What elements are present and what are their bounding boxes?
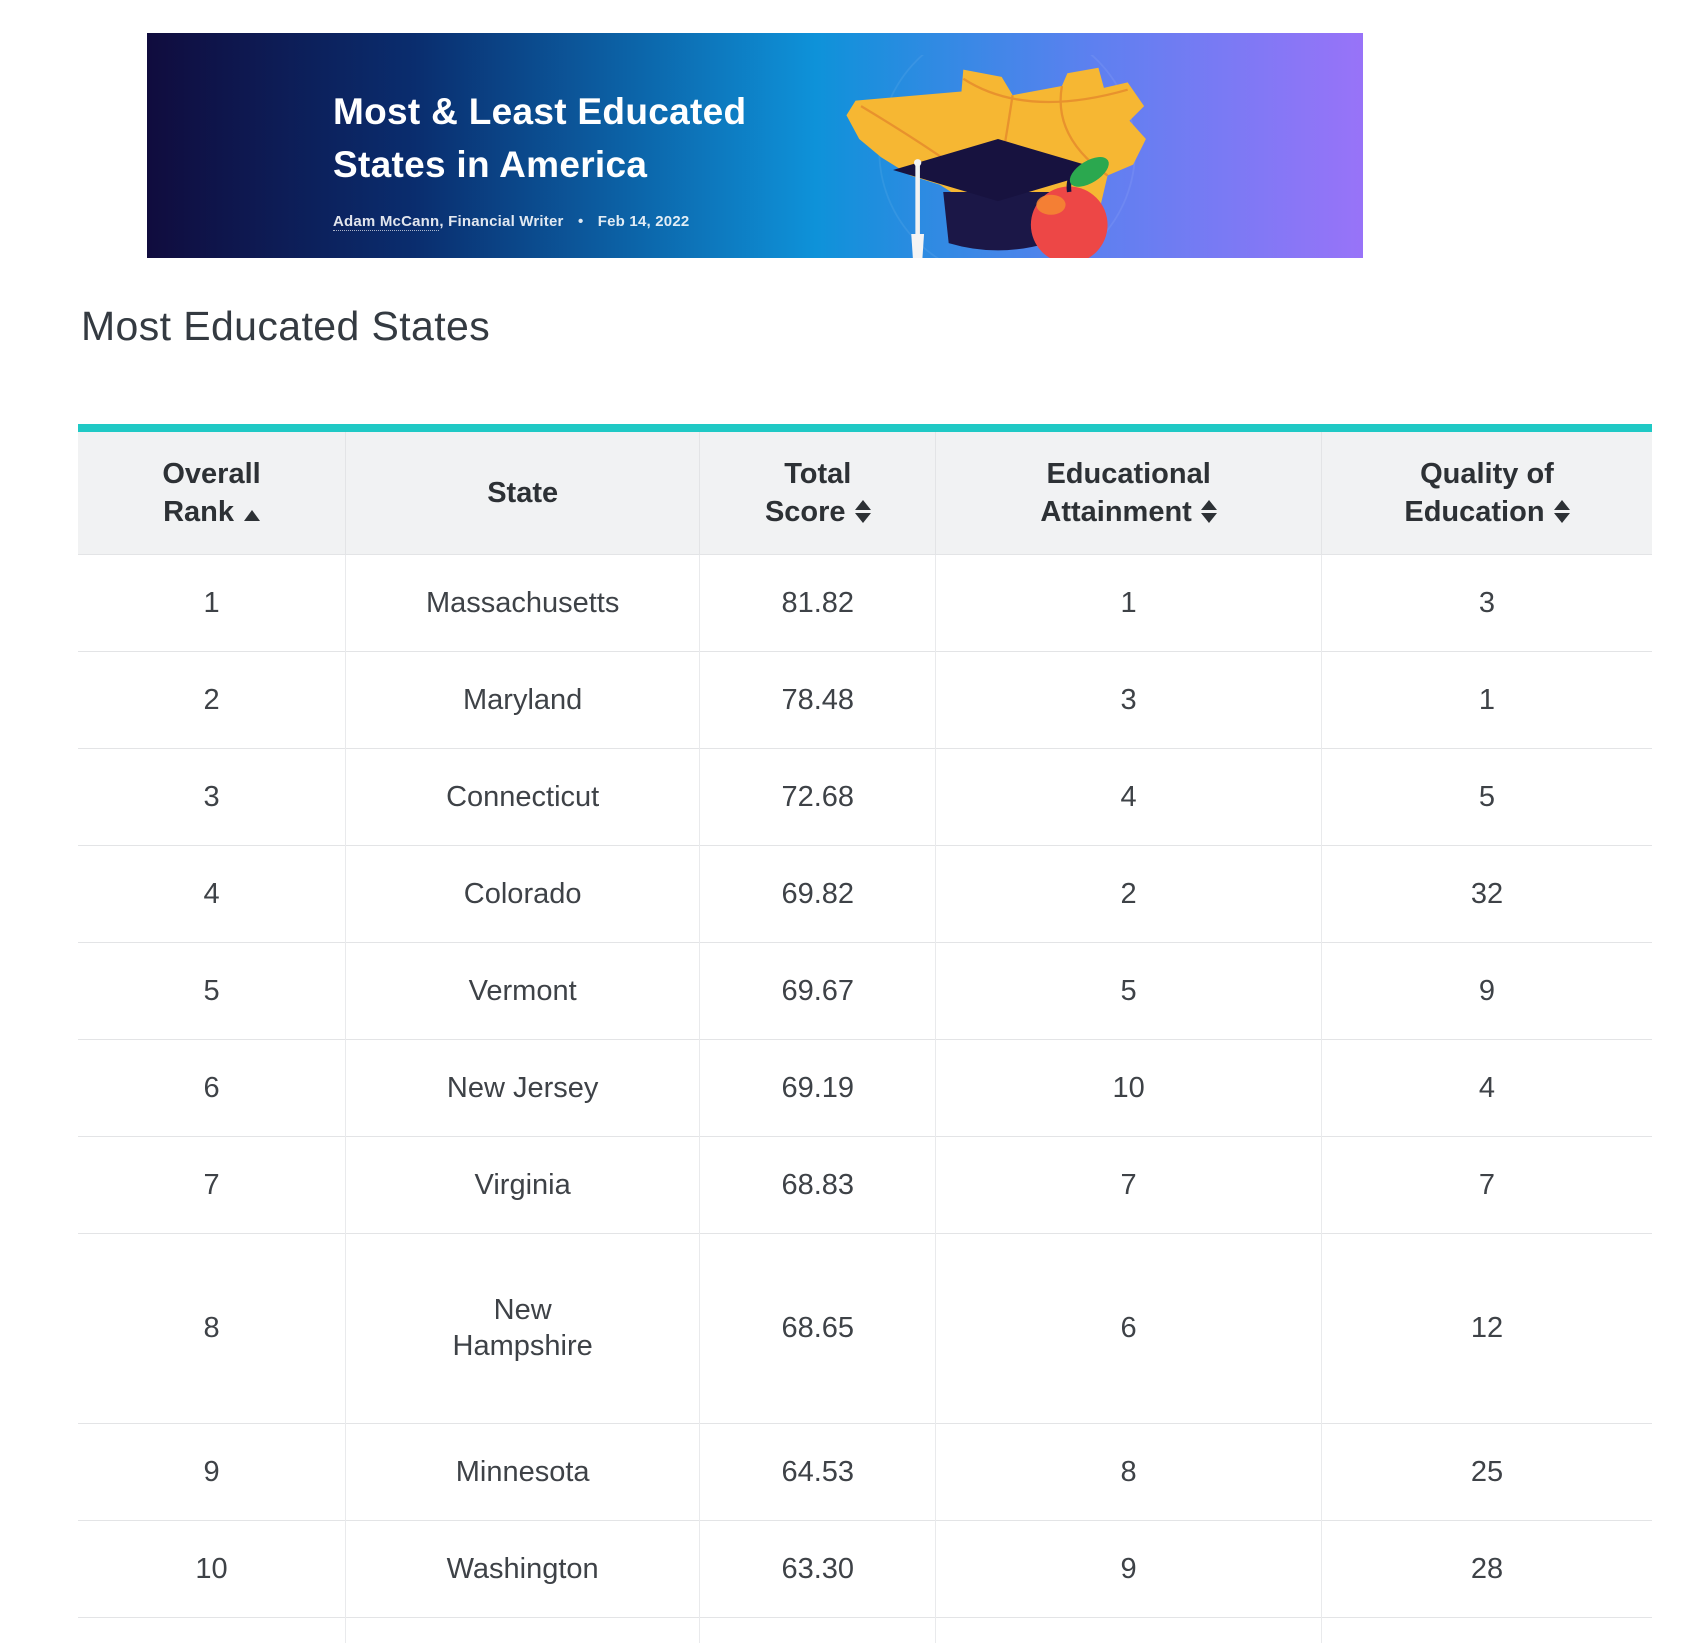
cell-total-score: 81.82 <box>699 553 937 651</box>
cell-overall-rank: 2 <box>78 650 347 748</box>
cell-quality-of-education: 12 <box>1321 1232 1652 1423</box>
publish-date: Feb 14, 2022 <box>597 213 690 230</box>
cell-overall-rank: 8 <box>78 1232 347 1423</box>
table-row: 9 Minnesota 64.53 8 25 <box>78 1422 1652 1520</box>
cell-state: Maryland <box>345 650 701 748</box>
cell-educational-attainment: 9 <box>935 1519 1322 1617</box>
cell-educational-attainment: 6 <box>935 1232 1322 1423</box>
us-map-graduation-illustration <box>846 55 1146 258</box>
sort-ascending-icon <box>244 509 260 521</box>
cell-total-score: 78.48 <box>699 650 937 748</box>
author-role: , Financial Writer <box>439 213 564 230</box>
cell-total-score: 68.83 <box>699 1135 937 1233</box>
column-header-state[interactable]: State <box>345 432 701 554</box>
cell-quality-of-education: 25 <box>1321 1422 1652 1520</box>
cell-state: Virginia <box>345 1135 701 1233</box>
table-row: 10 Washington 63.30 9 28 <box>78 1519 1652 1617</box>
apple-icon <box>1030 156 1109 258</box>
most-educated-table: Overall Rank State Total Score Education… <box>78 424 1652 1643</box>
cell-total-score: 63.30 <box>699 1519 937 1617</box>
table-row: 6 New Jersey 69.19 10 4 <box>78 1038 1652 1136</box>
table-row: 2 Maryland 78.48 3 1 <box>78 650 1652 748</box>
cell-state: Minnesota <box>345 1422 701 1520</box>
column-label: Overall Rank <box>162 457 261 528</box>
page-title: Most Educated States <box>81 303 491 349</box>
table-row-partial <box>78 1616 1652 1643</box>
column-header-educational-attainment[interactable]: Educational Attainment <box>935 432 1322 554</box>
banner-byline: Adam McCann, Financial Writer • Feb 14, … <box>333 213 746 231</box>
column-label: Quality of Education <box>1404 457 1554 528</box>
table-row: 4 Colorado 69.82 2 32 <box>78 844 1652 942</box>
banner-title-line2: States in America <box>333 144 648 185</box>
byline-separator: • <box>577 213 584 230</box>
cell-quality-of-education: 28 <box>1321 1519 1652 1617</box>
table-row: 3 Connecticut 72.68 4 5 <box>78 747 1652 845</box>
cell-total-score: 69.19 <box>699 1038 937 1136</box>
cell-state: Massachusetts <box>345 553 701 651</box>
cell-overall-rank: 1 <box>78 553 347 651</box>
cell-total-score: 68.65 <box>699 1232 937 1423</box>
banner-title-line1: Most & Least Educated <box>333 91 747 132</box>
cell-educational-attainment: 10 <box>935 1038 1322 1136</box>
banner-title: Most & Least Educated States in America <box>333 85 746 191</box>
cell-quality-of-education: 3 <box>1321 553 1652 651</box>
cell-educational-attainment: 3 <box>935 650 1322 748</box>
cell-quality-of-education: 32 <box>1321 844 1652 942</box>
column-header-total-score[interactable]: Total Score <box>699 432 937 554</box>
cell-educational-attainment: 7 <box>935 1135 1322 1233</box>
table-row: 5 Vermont 69.67 5 9 <box>78 941 1652 1039</box>
cell-state: New Hampshire <box>345 1232 701 1423</box>
table-row: 7 Virginia 68.83 7 7 <box>78 1135 1652 1233</box>
table-body: 1 Massachusetts 81.82 1 3 2 Maryland 78.… <box>78 553 1652 1643</box>
cell-quality-of-education: 1 <box>1321 650 1652 748</box>
cell-quality-of-education: 9 <box>1321 941 1652 1039</box>
cell-educational-attainment: 4 <box>935 747 1322 845</box>
column-label: Total Score <box>764 457 852 528</box>
sort-icon <box>1200 499 1217 523</box>
cell-total-score: 72.68 <box>699 747 937 845</box>
cell-quality-of-education: 4 <box>1321 1038 1652 1136</box>
cell-total-score: 69.82 <box>699 844 937 942</box>
cell-overall-rank: 7 <box>78 1135 347 1233</box>
cell-overall-rank: 10 <box>78 1519 347 1617</box>
column-label: Educational Attainment <box>1040 457 1211 528</box>
cell-state: Connecticut <box>345 747 701 845</box>
cell-state: Vermont <box>345 941 701 1039</box>
cell-educational-attainment: 1 <box>935 553 1322 651</box>
cell-educational-attainment: 5 <box>935 941 1322 1039</box>
cell-overall-rank: 9 <box>78 1422 347 1520</box>
cell-state: Colorado <box>345 844 701 942</box>
cell-overall-rank: 4 <box>78 844 347 942</box>
cell-overall-rank: 5 <box>78 941 347 1039</box>
table-row: 8 New Hampshire 68.65 6 12 <box>78 1232 1652 1423</box>
author-link[interactable]: Adam McCann <box>333 213 440 231</box>
article-banner: Most & Least Educated States in America … <box>147 33 1363 258</box>
cell-state: Washington <box>345 1519 701 1617</box>
cell-educational-attainment: 2 <box>935 844 1322 942</box>
column-header-quality-of-education[interactable]: Quality of Education <box>1321 432 1652 554</box>
sort-icon <box>854 499 871 523</box>
cell-total-score: 69.67 <box>699 941 937 1039</box>
sort-icon <box>1553 499 1570 523</box>
cell-overall-rank: 3 <box>78 747 347 845</box>
column-label: State <box>487 476 559 509</box>
cell-quality-of-education: 5 <box>1321 747 1652 845</box>
table-header-row: Overall Rank State Total Score Education… <box>78 432 1652 554</box>
cell-total-score: 64.53 <box>699 1422 937 1520</box>
table-row: 1 Massachusetts 81.82 1 3 <box>78 553 1652 651</box>
cell-quality-of-education: 7 <box>1321 1135 1652 1233</box>
column-header-overall-rank[interactable]: Overall Rank <box>78 432 347 554</box>
cell-state: New Jersey <box>345 1038 701 1136</box>
cell-overall-rank: 6 <box>78 1038 347 1136</box>
graduation-cap-icon <box>893 139 1103 258</box>
cell-educational-attainment: 8 <box>935 1422 1322 1520</box>
